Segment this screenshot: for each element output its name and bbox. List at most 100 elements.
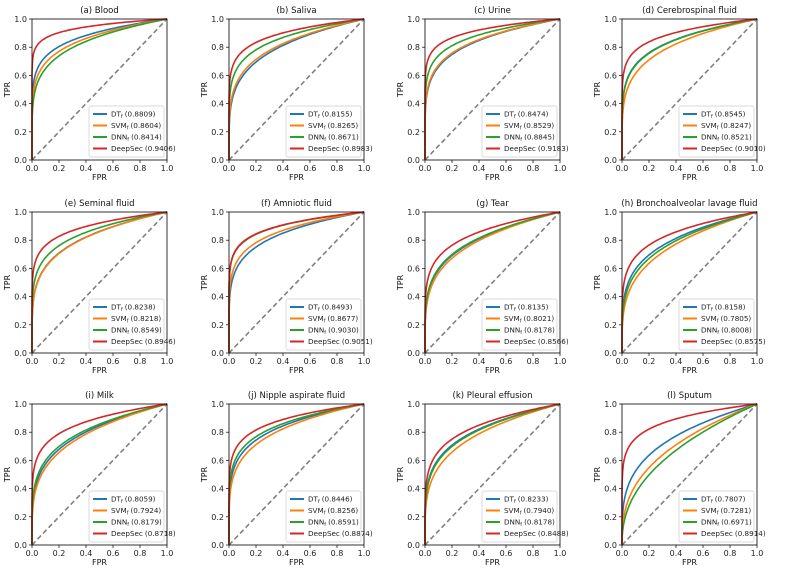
axes-frame <box>31 18 168 161</box>
legend-name: DT <box>701 495 712 504</box>
x-tick-label: 0.6 <box>304 357 317 366</box>
legend-auc: (0.8059) <box>125 495 156 504</box>
subplot-title: (h) Bronchoalveolar lavage fluid <box>621 199 757 209</box>
x-tick-label: 0.6 <box>697 357 710 366</box>
y-axis-label: TPR <box>396 274 405 291</box>
chance-diagonal <box>31 211 168 354</box>
y-tick-label: 0.6 <box>604 71 617 80</box>
roc-curve-deepsec <box>31 403 168 545</box>
x-tick-label: 0.6 <box>500 357 513 366</box>
roc-curve-dnn <box>621 211 758 353</box>
x-tick-label: 0.6 <box>500 164 513 173</box>
x-tick-label: 0.6 <box>697 164 710 173</box>
x-tick-label: 0.0 <box>616 549 629 558</box>
legend-entry: DeepSec (0.8946) <box>111 337 176 346</box>
legend-auc: (0.8446) <box>322 495 353 504</box>
legend-entry: DNNf (0.8414) <box>111 133 162 144</box>
legend-box <box>678 105 755 158</box>
x-tick-label: 1.0 <box>554 357 567 366</box>
legend-entry: DeepSec (0.8718) <box>111 529 176 538</box>
legend-subscript: f <box>324 126 326 132</box>
y-tick-label: 0.4 <box>211 485 224 494</box>
legend-name: DT <box>308 303 319 312</box>
y-tick-label: 0.2 <box>407 128 420 137</box>
chance-diagonal <box>31 403 168 546</box>
subplot-title: (k) Pleural effusion <box>453 391 533 401</box>
legend-name: DeepSec <box>111 529 143 538</box>
legend-entry: DNNf (0.8521) <box>701 133 752 144</box>
y-tick-label: 0.0 <box>407 156 420 165</box>
y-tick-label: 0.4 <box>604 100 617 109</box>
legend-auc: (0.8604) <box>130 121 161 130</box>
x-tick-label: 1.0 <box>554 164 567 173</box>
x-tick-label: 0.6 <box>500 549 513 558</box>
y-tick-label: 1.0 <box>407 15 420 24</box>
subplot-title: (a) Blood <box>80 6 119 16</box>
x-tick-label: 0.0 <box>223 164 236 173</box>
y-tick-label: 0.0 <box>211 349 224 358</box>
legend-name: SVM <box>504 121 520 130</box>
y-tick-label: 0.0 <box>211 541 224 550</box>
subplot-title: (j) Nipple aspirate fluid <box>248 391 345 401</box>
y-tick-label: 0.8 <box>407 43 420 52</box>
legend-entry: DNNf (0.8179) <box>111 518 162 529</box>
legend-name: DeepSec <box>701 529 733 538</box>
x-tick-label: 0.6 <box>304 164 317 173</box>
x-axis-label: FPR <box>682 558 697 567</box>
legend-auc: (0.8256) <box>327 506 358 515</box>
legend-subscript: f <box>717 330 719 336</box>
legend-subscript: f <box>121 114 123 120</box>
y-axis-label: TPR <box>396 81 405 98</box>
y-tick-label: 0.6 <box>407 456 420 465</box>
y-tick-label: 0.6 <box>407 71 420 80</box>
roc-curve-dnn <box>228 18 365 160</box>
roc-curve-dt <box>228 403 365 545</box>
y-tick-label: 1.0 <box>604 208 617 217</box>
legend-subscript: f <box>127 511 129 517</box>
legend-auc: (0.7281) <box>720 506 751 515</box>
y-tick-label: 0.8 <box>604 236 617 245</box>
legend-entry: DeepSec (0.8914) <box>701 529 766 538</box>
legend: DTf (0.8155)SVMf (0.8265)DNNf (0.8671)DeepS… <box>285 105 373 158</box>
roc-curve-dnn <box>424 211 561 353</box>
x-tick-label: 0.8 <box>724 357 737 366</box>
y-tick-label: 0.2 <box>14 321 27 330</box>
legend-name: SVM <box>111 314 127 323</box>
subplot: (h) Bronchoalveolar lavage fluidFPRTPR0.… <box>593 199 766 375</box>
legend-entry: SVMf (0.7940) <box>504 506 554 517</box>
legend-entry: SVMf (0.8265) <box>308 121 358 132</box>
legend-entry: DeepSec (0.8983) <box>308 144 373 153</box>
legend-entry: DNNf (0.8845) <box>504 133 555 144</box>
x-tick-label: 0.2 <box>250 357 263 366</box>
legend: DTf (0.8545)SVMf (0.8247)DNNf (0.8521)DeepS… <box>678 105 766 158</box>
x-tick-label: 0.4 <box>473 357 486 366</box>
legend-auc: (0.8488) <box>538 529 569 538</box>
x-tick-label: 0.4 <box>80 164 93 173</box>
axes-frame <box>228 403 365 546</box>
legend-entry: DTf (0.8474) <box>504 110 549 121</box>
legend-name: DNN <box>111 326 127 335</box>
legend-box <box>481 490 558 543</box>
legend-auc: (0.8946) <box>145 337 176 346</box>
legend-name: DNN <box>308 518 324 527</box>
y-tick-label: 0.0 <box>14 349 27 358</box>
x-tick-label: 1.0 <box>358 164 371 173</box>
subplot: (a) Blood FPR TPR 0.00.0 0.2 0.2 0.4 0.4 0.6 0.6 0… <box>3 6 176 182</box>
y-axis-label: TPR <box>3 81 12 98</box>
roc-curve-dnn <box>621 403 758 545</box>
legend-subscript: f <box>520 126 522 132</box>
legend-entry: DTf (0.8158) <box>701 303 746 314</box>
legend-auc: (0.8021) <box>523 314 554 323</box>
y-axis-label: TPR <box>593 274 602 291</box>
y-tick-label: 1.0 <box>14 15 27 24</box>
legend-subscript: f <box>717 126 719 132</box>
x-tick-label: 0.6 <box>697 549 710 558</box>
legend-name: DeepSec <box>308 144 340 153</box>
legend-auc: (0.8566) <box>538 337 569 346</box>
y-tick-label: 0.8 <box>407 428 420 437</box>
x-tick-label: 0.8 <box>724 549 737 558</box>
y-tick-label: 0.6 <box>407 264 420 273</box>
y-tick-label: 0.2 <box>14 128 27 137</box>
x-tick-label: 0.0 <box>223 549 236 558</box>
x-tick-label: 0.8 <box>331 164 344 173</box>
